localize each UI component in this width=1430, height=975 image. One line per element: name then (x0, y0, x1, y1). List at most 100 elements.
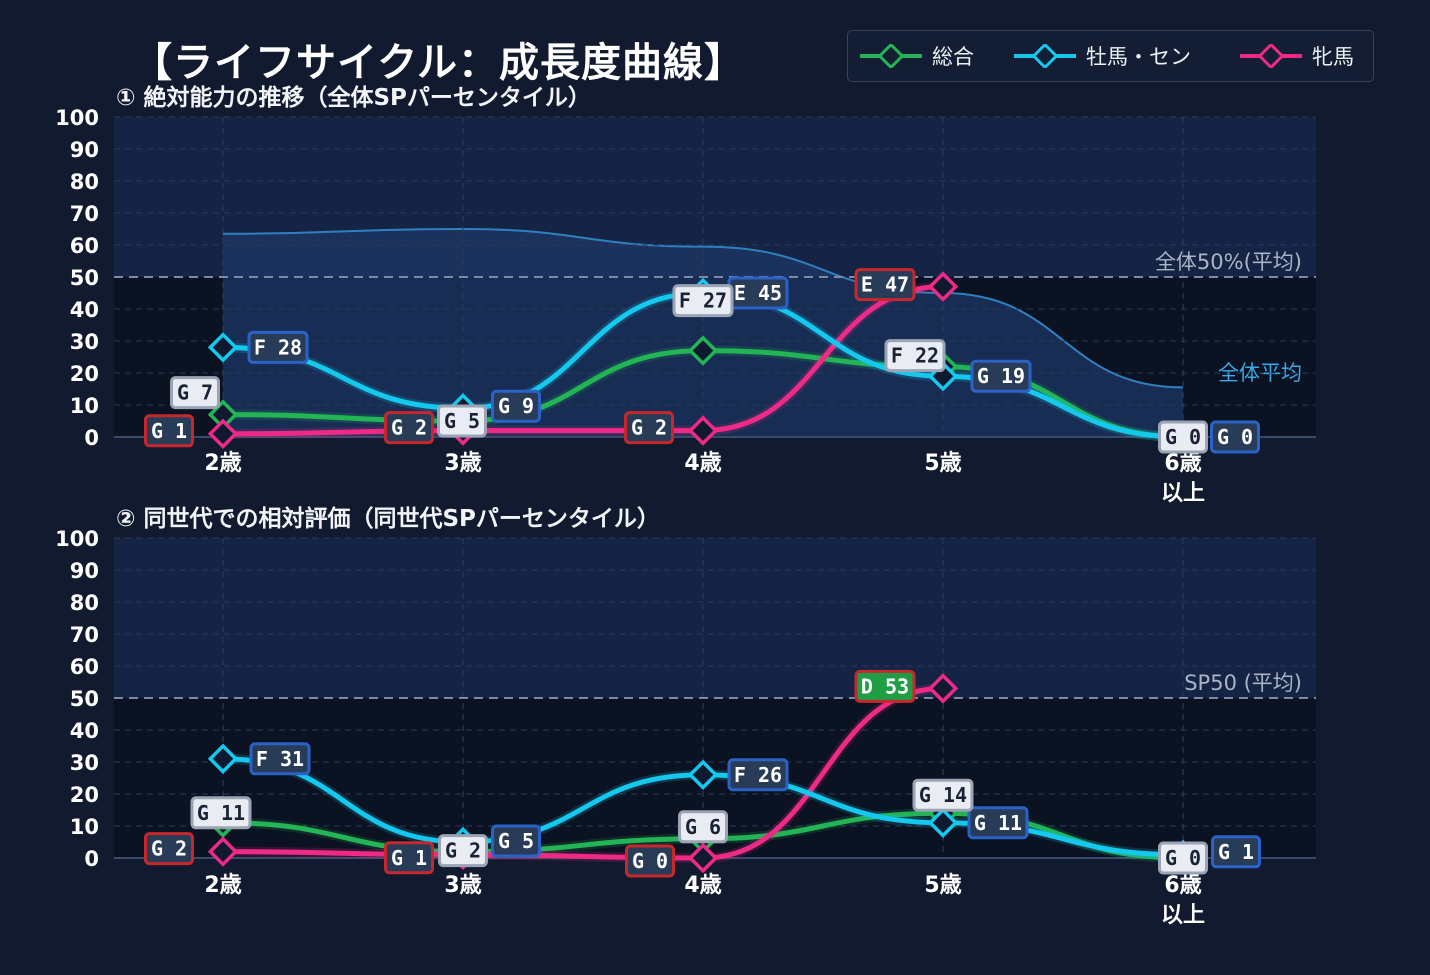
chart2-data-label-box-male (1211, 835, 1261, 869)
chart2-y-tick-label: 90 (70, 559, 99, 583)
chart1-y-tick-label: 30 (70, 330, 99, 354)
chart1-data-label-female: G 2 (631, 416, 667, 440)
chart2-title: ② 同世代での相対評価（同世代SPパーセンタイル） (116, 506, 660, 532)
chart2-data-label-box-male (491, 824, 541, 858)
chart2-x-tick-label: 以上 (1161, 903, 1205, 928)
chart1-data-label-female: G 1 (151, 419, 187, 443)
chart2-y-tick-label: 50 (70, 687, 99, 711)
legend-marker-total (860, 44, 922, 68)
chart2-data-label-total: G 0 (1165, 846, 1201, 870)
chart2-data-label-total: G 6 (685, 815, 721, 839)
chart1-x-tick-label: 3歳 (444, 451, 481, 476)
chart1-data-label-box-male (247, 330, 309, 364)
chart2-point-female (687, 842, 719, 874)
chart2-data-label-box-total (912, 778, 974, 812)
chart2-x-tick-label: 5歳 (924, 873, 961, 898)
chart2-y-tick-label: 60 (70, 655, 99, 679)
chart2-upper-band (114, 538, 1316, 698)
chart1-data-label-total: G 7 (177, 381, 213, 405)
chart2-data-label-total: G 14 (919, 783, 967, 807)
chart2-data-label-total: G 11 (197, 801, 245, 825)
chart2-data-label-male: G 5 (498, 829, 534, 853)
chart1-data-label-total: F 22 (891, 344, 939, 368)
legend-label-total: 総合 (932, 45, 974, 69)
legend-item-total: 総合 (860, 31, 974, 81)
chart2-y-tick-label: 40 (70, 719, 99, 743)
chart2-y-tick-label: 10 (70, 815, 99, 839)
chart1-y-tick-label: 50 (70, 266, 99, 290)
chart1-data-label-total: G 0 (1165, 425, 1201, 449)
chart2-series-line-female (220, 685, 946, 861)
page-title: 【ライフサイクル：成長度曲線】 (132, 40, 745, 86)
legend-label-female: 牝馬 (1312, 45, 1354, 69)
chart2-reference-label: SP50 (平均) (1184, 671, 1302, 695)
chart1-y-tick-label: 10 (70, 394, 99, 418)
chart2-data-label-box-male (967, 806, 1029, 840)
chart2-data-label-box-total (1158, 841, 1208, 875)
chart2-data-label-female: D 53 (861, 674, 909, 698)
chart2-y-tick-label: 0 (84, 847, 99, 871)
chart2-data-label-female: G 2 (151, 837, 187, 861)
chart2-data-label-female: G 1 (391, 846, 427, 870)
chart1-data-label-box-total (437, 404, 487, 438)
chart2-x-tick-label: 6歳 (1164, 873, 1201, 898)
chart2-point-female (207, 836, 239, 867)
chart2-data-label-box-total (190, 796, 252, 830)
chart1-point-female (927, 271, 959, 302)
chart1-y-tick-label: 0 (84, 426, 99, 450)
chart1-x-tick-label: 4歳 (684, 451, 721, 476)
chart1-point-male (207, 332, 239, 363)
chart2-y-tick-label: 30 (70, 751, 99, 775)
chart1-x-tick-label: 6歳 (1164, 451, 1201, 476)
chart1-data-label-box-total (672, 284, 734, 318)
chart1-data-label-total: F 27 (679, 289, 727, 313)
chart1-x-tick-label: 以上 (1161, 481, 1205, 506)
legend-marker-female (1240, 44, 1302, 68)
chart1-y-tick-label: 90 (70, 138, 99, 162)
chart2-point-male (687, 759, 719, 791)
chart2-data-label-box-female (625, 844, 675, 878)
legend: 総合 牡馬・セン 牝馬 (847, 30, 1374, 82)
legend-item-male: 牡馬・セン (1014, 31, 1191, 81)
chart2-x-tick-label: 4歳 (684, 873, 721, 898)
chart1-title: ① 絶対能力の推移（全体SPパーセンタイル） (116, 85, 591, 111)
chart2-data-label-box-total (438, 834, 488, 868)
chart2-data-label-male: G 11 (974, 811, 1022, 835)
chart2-y-tick-label: 20 (70, 783, 99, 807)
chart1-y-tick-label: 60 (70, 234, 99, 258)
chart2-data-label-male: F 31 (256, 747, 304, 771)
chart2-data-label-box-total (678, 810, 728, 844)
chart2-data-label-total: G 2 (445, 839, 481, 863)
chart1-y-tick-label: 40 (70, 298, 99, 322)
chart1-data-label-male: E 45 (734, 281, 782, 305)
chart2-point-female (927, 673, 959, 704)
chart1-point-female (687, 415, 719, 446)
chart1-data-label-male: G 9 (498, 394, 534, 418)
chart2-x-tick-label: 2歳 (204, 873, 241, 898)
chart1-data-label-box-female (854, 268, 916, 302)
chart1-point-female (207, 418, 239, 450)
chart1-data-label-box-male (1210, 420, 1260, 454)
chart2-data-label-male: G 1 (1218, 840, 1254, 864)
chart2-data-label-box-female (144, 832, 194, 866)
legend-item-female: 牝馬 (1240, 31, 1354, 81)
chart1-data-label-male: F 28 (254, 335, 302, 359)
chart2-y-tick-label: 100 (55, 527, 99, 551)
chart2-data-label-box-female (854, 669, 916, 703)
chart1-y-tick-label: 70 (70, 202, 99, 226)
chart1-y-tick-label: 100 (55, 106, 99, 130)
legend-label-male: 牡馬・セン (1086, 45, 1191, 69)
chart1-y-tick-label: 80 (70, 170, 99, 194)
chart2-y-tick-label: 80 (70, 591, 99, 615)
chart2-data-label-female: G 0 (632, 849, 668, 873)
chart1-data-label-box-total (170, 376, 220, 410)
chart1-x-tick-label: 2歳 (204, 451, 241, 476)
chart1-x-tick-label: 5歳 (924, 451, 961, 476)
chart1-data-label-box-female (384, 411, 434, 445)
chart1-data-label-box-male (970, 359, 1032, 393)
chart1-data-label-box-total (884, 339, 946, 373)
chart2-data-label-box-female (384, 841, 434, 875)
